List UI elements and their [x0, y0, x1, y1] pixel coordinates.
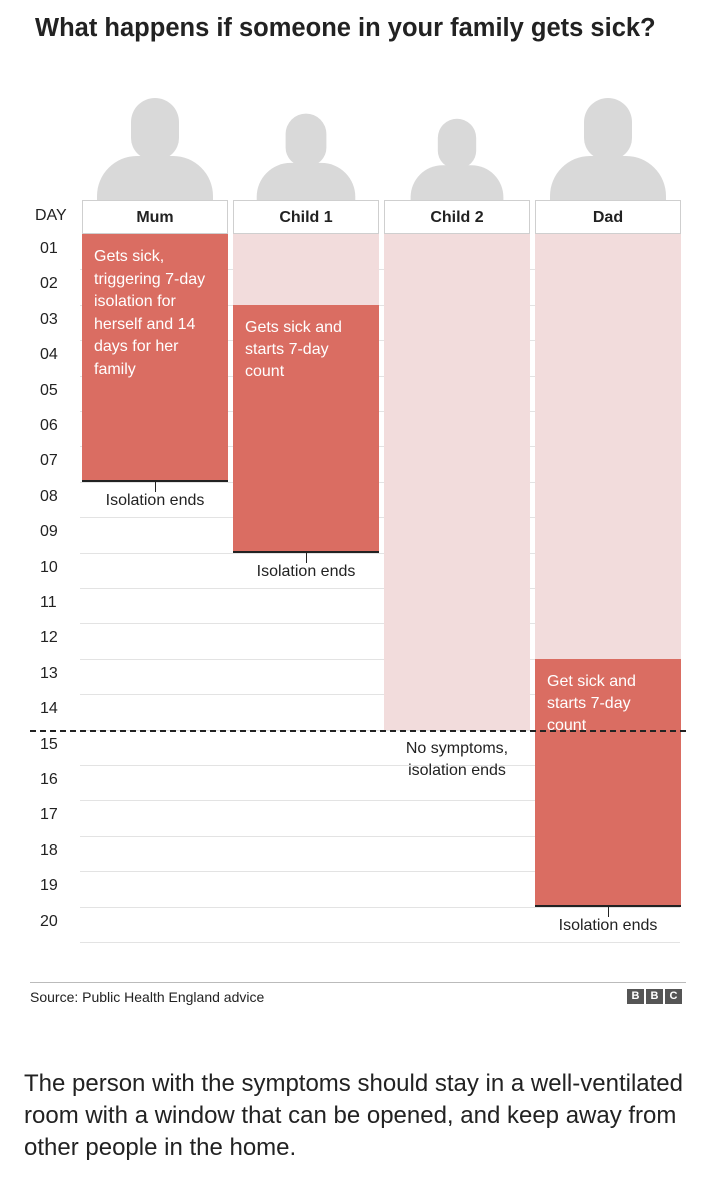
- day-tick-label: 07: [40, 452, 58, 470]
- isolation-end-tick: [608, 906, 609, 917]
- person-silhouette-icon: [256, 113, 356, 202]
- day-tick-label: 01: [40, 240, 58, 257]
- day-tick-label: 06: [40, 417, 58, 434]
- day-tick-label: 16: [40, 771, 58, 788]
- column-header: Child 1: [233, 200, 379, 234]
- sick-bar-label: Get sick and starts 7-day count: [547, 672, 636, 734]
- sick-bar: [535, 658, 681, 907]
- bbc-logo-letter: B: [627, 989, 644, 1004]
- bbc-logo-letter: B: [646, 989, 663, 1004]
- gridline: [80, 588, 680, 589]
- isolation-end-label: Isolation ends: [256, 562, 356, 580]
- day-tick-label: 11: [40, 594, 57, 611]
- column-header: Mum: [82, 200, 228, 234]
- person-silhouette-icon: [97, 98, 213, 202]
- day-tick-label: 10: [40, 558, 58, 576]
- gridline: [80, 269, 680, 271]
- gridline: [80, 481, 680, 483]
- gridline: [80, 340, 680, 342]
- day-tick-label: 14: [40, 700, 58, 718]
- source-divider: [30, 982, 686, 983]
- isolation-bar: [233, 234, 379, 305]
- gridline: [80, 517, 680, 519]
- day-tick-label: 20: [40, 912, 58, 930]
- sick-bar: [82, 234, 228, 482]
- gridline: [80, 658, 680, 660]
- day-tick-label: 13: [40, 664, 58, 682]
- isolation-end-tick: [155, 481, 156, 492]
- gridline: [80, 906, 680, 908]
- gridline: [80, 552, 680, 554]
- day-tick-label: 08: [40, 487, 58, 505]
- sick-bar: [233, 304, 379, 553]
- person-silhouette-icon: [410, 118, 504, 202]
- isolation-end-label: Isolation ends: [558, 916, 658, 934]
- isolation-bar: [535, 234, 681, 659]
- column-header: Dad: [535, 200, 681, 234]
- isolation-bar: [384, 234, 530, 730]
- gridline: [80, 411, 680, 412]
- gridline: [80, 694, 680, 696]
- source-note: Source: Public Health England advice: [30, 989, 265, 1005]
- family-isolation-end-line: [30, 729, 686, 732]
- gridline: [80, 446, 680, 448]
- gridline: [80, 800, 680, 802]
- day-tick-label: 09: [40, 523, 58, 541]
- gridline: [80, 304, 680, 306]
- day-tick-label: 17: [40, 806, 58, 824]
- isolation-end-label: Isolation ends: [105, 491, 205, 509]
- gridline: [80, 835, 680, 837]
- day-tick-label: 15: [40, 735, 58, 753]
- isolation-end-label: No symptoms, isolation ends: [405, 739, 509, 779]
- day-tick-label: 19: [40, 877, 58, 895]
- gridline: [80, 765, 680, 766]
- isolation-end-tick: [306, 552, 307, 563]
- day-tick-label: 03: [40, 310, 58, 328]
- bbc-logo-letter: C: [665, 989, 682, 1004]
- sick-bar-label: Gets sick and starts 7-day count: [245, 318, 342, 380]
- caption-text: The person with the symptoms should stay…: [24, 1070, 683, 1161]
- gridline: [80, 375, 680, 377]
- column-header: Child 2: [384, 200, 530, 234]
- gridline: [80, 871, 680, 873]
- chart-title: What happens if someone in your family g…: [35, 14, 656, 42]
- day-tick-label: 05: [40, 381, 58, 399]
- day-axis-header: DAY: [35, 207, 67, 224]
- person-silhouette-icon: [550, 98, 666, 202]
- day-tick-label: 18: [40, 841, 58, 859]
- day-tick-label: 12: [40, 629, 58, 647]
- gridline: [80, 942, 680, 943]
- bbc-logo: B B C: [627, 989, 682, 1004]
- day-tick-label: 02: [40, 275, 58, 293]
- sick-bar-label: Gets sick, triggering 7-day isolation fo…: [94, 248, 206, 378]
- gridline: [80, 623, 680, 625]
- day-tick-label: 04: [40, 346, 58, 364]
